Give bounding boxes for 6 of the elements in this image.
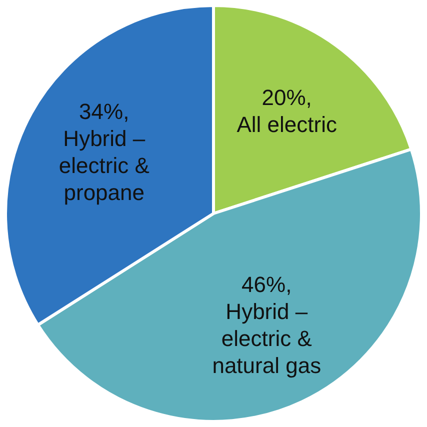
slice-label: Hybrid – electric & propane <box>58 126 150 205</box>
slice-label: Hybrid – electric & natural gas <box>212 298 322 378</box>
data-label: 34%, <box>79 98 130 124</box>
data-label: 20%, <box>262 85 312 110</box>
slice-label: All electric <box>236 112 337 138</box>
data-label: 46%, <box>242 272 292 297</box>
